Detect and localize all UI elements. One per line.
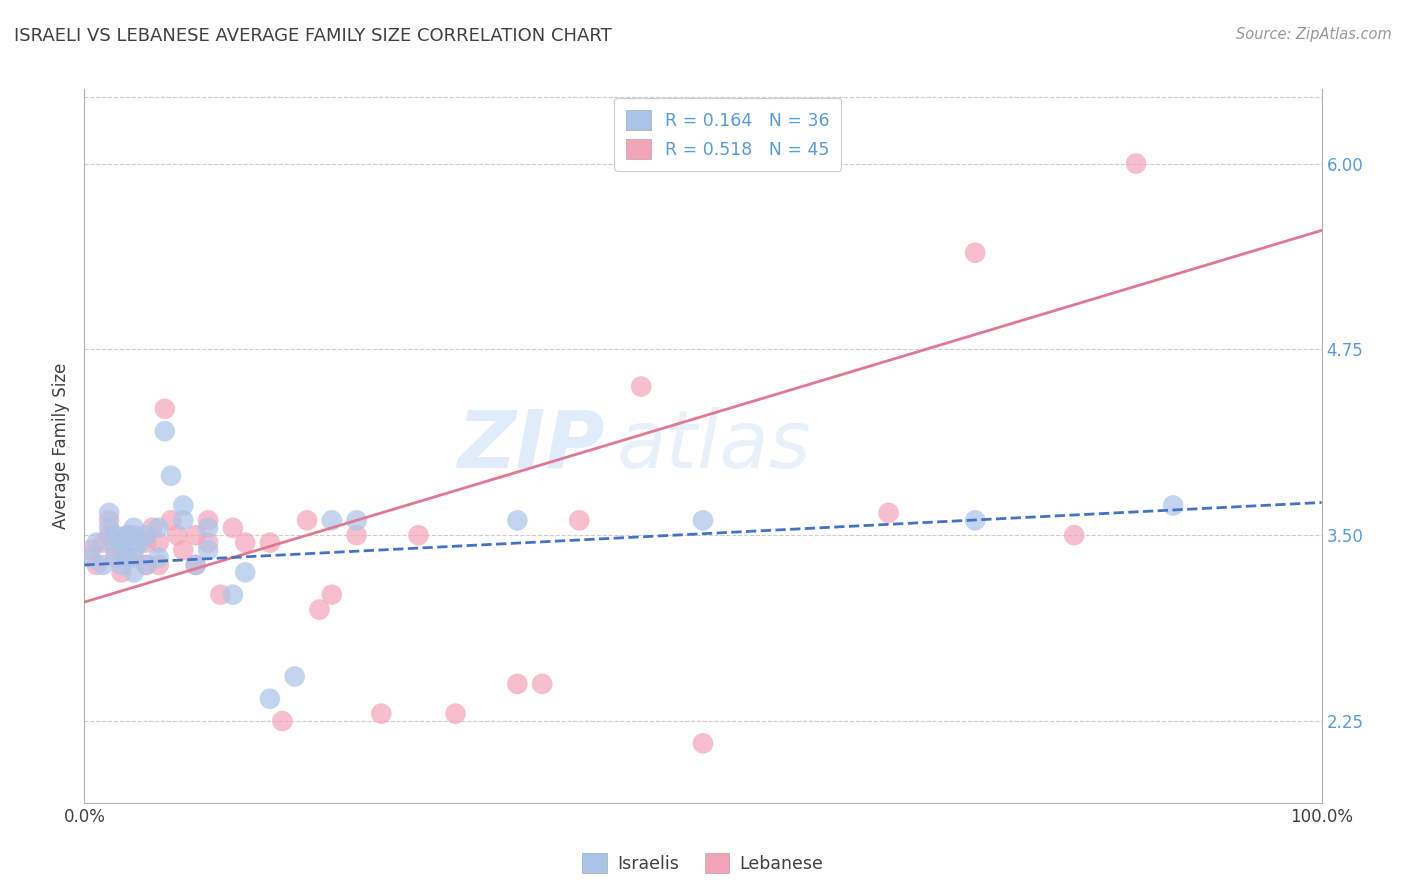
Point	[122, 521, 145, 535]
Point	[160, 513, 183, 527]
Point	[135, 535, 157, 549]
Point	[98, 528, 121, 542]
Point	[104, 528, 127, 542]
Point	[148, 558, 170, 572]
Point	[346, 513, 368, 527]
Point	[148, 521, 170, 535]
Point	[135, 558, 157, 572]
Point	[86, 535, 108, 549]
Point	[259, 691, 281, 706]
Point	[321, 513, 343, 527]
Point	[110, 535, 132, 549]
Point	[184, 558, 207, 572]
Point	[184, 528, 207, 542]
Point	[531, 677, 554, 691]
Point	[172, 499, 194, 513]
Point	[271, 714, 294, 728]
Point	[877, 506, 900, 520]
Point	[506, 513, 529, 527]
Point	[1063, 528, 1085, 542]
Point	[172, 513, 194, 527]
Point	[122, 550, 145, 565]
Text: ZIP: ZIP	[457, 407, 605, 485]
Point	[148, 550, 170, 565]
Point	[197, 513, 219, 527]
Point	[122, 566, 145, 580]
Point	[295, 513, 318, 527]
Point	[91, 558, 114, 572]
Point	[346, 528, 368, 542]
Point	[129, 535, 152, 549]
Point	[104, 550, 127, 565]
Point	[166, 528, 188, 542]
Point	[259, 535, 281, 549]
Point	[122, 528, 145, 542]
Y-axis label: Average Family Size: Average Family Size	[52, 363, 70, 529]
Point	[506, 677, 529, 691]
Point	[370, 706, 392, 721]
Point	[135, 528, 157, 542]
Point	[444, 706, 467, 721]
Point	[117, 528, 139, 542]
Point	[197, 521, 219, 535]
Point	[135, 558, 157, 572]
Point	[91, 535, 114, 549]
Point	[86, 558, 108, 572]
Point	[153, 401, 176, 416]
Point	[408, 528, 430, 542]
Point	[98, 506, 121, 520]
Point	[197, 543, 219, 558]
Point	[965, 245, 987, 260]
Text: atlas: atlas	[616, 407, 811, 485]
Point	[98, 513, 121, 527]
Point	[222, 521, 245, 535]
Point	[141, 521, 163, 535]
Point	[122, 543, 145, 558]
Point	[284, 669, 307, 683]
Point	[160, 468, 183, 483]
Point	[153, 424, 176, 438]
Point	[233, 566, 256, 580]
Point	[117, 550, 139, 565]
Point	[965, 513, 987, 527]
Point	[209, 588, 232, 602]
Point	[197, 535, 219, 549]
Point	[104, 543, 127, 558]
Point	[1161, 499, 1184, 513]
Point	[233, 535, 256, 549]
Point	[568, 513, 591, 527]
Legend: Israelis, Lebanese: Israelis, Lebanese	[575, 846, 831, 880]
Point	[321, 588, 343, 602]
Point	[98, 521, 121, 535]
Point	[1125, 156, 1147, 170]
Point	[692, 513, 714, 527]
Text: ISRAELI VS LEBANESE AVERAGE FAMILY SIZE CORRELATION CHART: ISRAELI VS LEBANESE AVERAGE FAMILY SIZE …	[14, 27, 612, 45]
Point	[222, 588, 245, 602]
Point	[172, 543, 194, 558]
Point	[110, 566, 132, 580]
Point	[79, 550, 101, 565]
Point	[148, 535, 170, 549]
Point	[308, 602, 330, 616]
Point	[79, 543, 101, 558]
Point	[117, 528, 139, 542]
Point	[692, 736, 714, 750]
Point	[110, 558, 132, 572]
Point	[184, 558, 207, 572]
Point	[630, 379, 652, 393]
Text: Source: ZipAtlas.com: Source: ZipAtlas.com	[1236, 27, 1392, 42]
Point	[110, 543, 132, 558]
